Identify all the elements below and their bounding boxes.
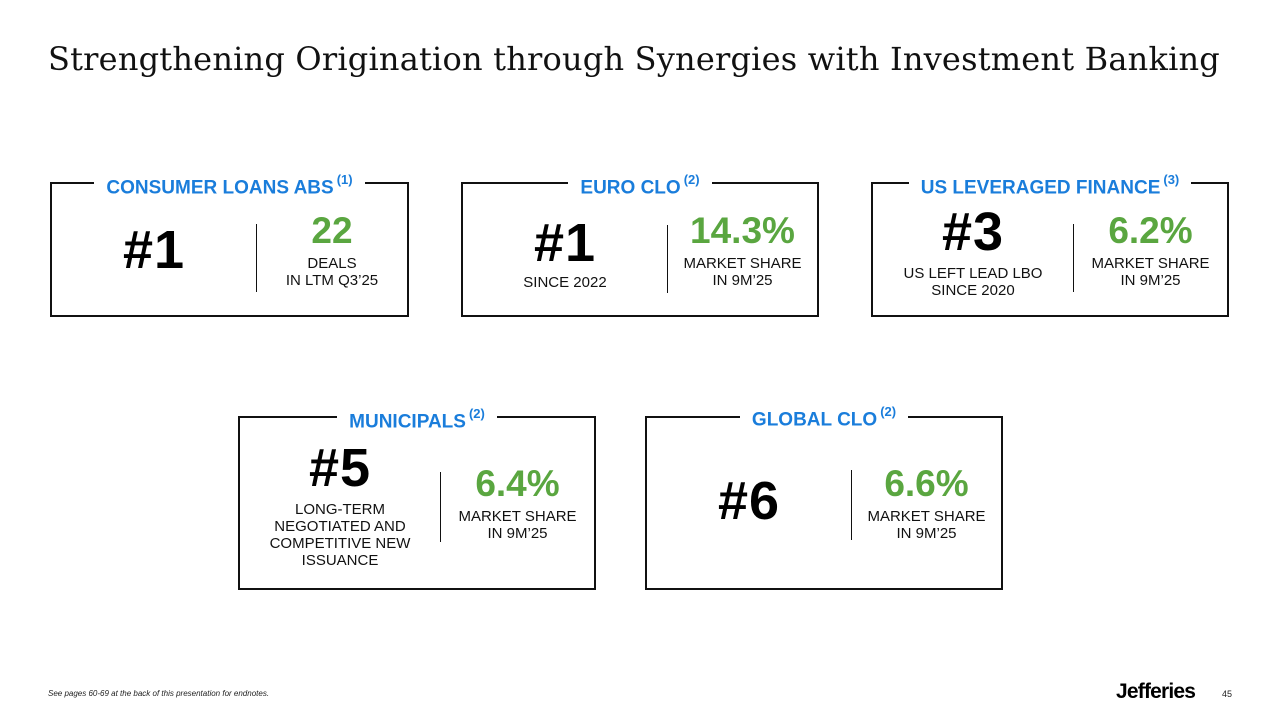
rank-block: #5 LONG-TERM NEGOTIATED AND COMPETITIVE … <box>240 418 440 588</box>
stat-caption: MARKET SHARE IN 9M’25 <box>458 508 577 542</box>
rank-block: #1 <box>52 184 256 315</box>
card-label: CONSUMER LOANS ABS (1) <box>94 169 365 202</box>
card-label: MUNICIPALS (2) <box>337 403 497 436</box>
endnote-ref: (1) <box>336 172 353 187</box>
card-header: US LEVERAGED FINANCE (3) <box>873 169 1227 202</box>
stat-block: 6.2% MARKET SHARE IN 9M’25 <box>1074 184 1227 315</box>
card-header: GLOBAL CLO (2) <box>647 401 1001 434</box>
stat-caption: MARKET SHARE IN 9M’25 <box>1091 254 1210 289</box>
card-label: GLOBAL CLO (2) <box>739 401 909 434</box>
rank-value: #3 <box>941 201 1005 262</box>
divider <box>256 224 257 292</box>
stat-caption: MARKET SHARE IN 9M’25 <box>867 508 986 542</box>
divider <box>851 470 852 540</box>
card-label: EURO CLO (2) <box>568 169 712 202</box>
card-global-clo: GLOBAL CLO (2) #6 6.6% MARKET SHARE IN 9M… <box>645 401 1003 590</box>
jefferies-logo: Jefferies <box>1116 680 1196 703</box>
divider <box>1073 224 1074 292</box>
footnote: See pages 60-69 at the back of this pres… <box>48 689 270 698</box>
card-consumer-loans-abs: CONSUMER LOANS ABS (1) #1 22 DEALS IN LTM… <box>50 169 409 317</box>
rank-block: #1 SINCE 2022 <box>463 184 667 315</box>
stat-block: 6.6% MARKET SHARE IN 9M’25 <box>852 418 1001 588</box>
rank-value: #5 <box>308 438 372 498</box>
rank-caption: SINCE 2022 <box>523 274 607 291</box>
stat-caption: DEALS IN LTM Q3’25 <box>285 254 379 289</box>
stat-caption: MARKET SHARE IN 9M’25 <box>683 254 802 289</box>
stat-value: 6.6% <box>884 463 969 504</box>
card-label: US LEVERAGED FINANCE (3) <box>908 169 1192 202</box>
rank-caption: US LEFT LEAD LBO SINCE 2020 <box>903 264 1043 299</box>
divider <box>667 225 668 293</box>
endnote-ref: (2) <box>880 404 897 419</box>
endnote-ref: (2) <box>683 172 700 187</box>
rank-value: #1 <box>533 213 597 273</box>
endnote-ref: (3) <box>1163 172 1180 187</box>
card-header: EURO CLO (2) <box>463 169 817 202</box>
page-number: 45 <box>1222 689 1233 699</box>
stat-value: 6.2% <box>1108 209 1193 251</box>
card-header: CONSUMER LOANS ABS (1) <box>52 169 407 202</box>
rank-block: #3 US LEFT LEAD LBO SINCE 2020 <box>873 184 1073 315</box>
rank-caption: LONG-TERM NEGOTIATED AND COMPETITIVE NEW… <box>269 501 411 569</box>
card-municipals: MUNICIPALS (2) #5 LONG-TERM NEGOTIATED AN… <box>238 403 596 590</box>
card-euro-clo: EURO CLO (2) #1 SINCE 2022 14.3% MARKET S… <box>461 169 819 317</box>
stat-block: 14.3% MARKET SHARE IN 9M’25 <box>668 184 817 315</box>
rank-block: #6 <box>647 418 851 588</box>
page-title: Strengthening Origination through Synerg… <box>48 40 1220 78</box>
divider <box>440 472 441 542</box>
stat-block: 22 DEALS IN LTM Q3’25 <box>257 184 407 315</box>
rank-value: #6 <box>717 471 781 531</box>
card-header: MUNICIPALS (2) <box>240 403 594 436</box>
endnote-ref: (2) <box>468 406 485 421</box>
stat-value: 14.3% <box>690 209 795 251</box>
stat-value: 22 <box>311 209 353 251</box>
card-us-leveraged-finance: US LEVERAGED FINANCE (3) #3 US LEFT LEAD … <box>871 169 1229 317</box>
stat-value: 6.4% <box>475 463 560 504</box>
stat-block: 6.4% MARKET SHARE IN 9M’25 <box>441 418 594 588</box>
rank-value: #1 <box>122 219 186 280</box>
